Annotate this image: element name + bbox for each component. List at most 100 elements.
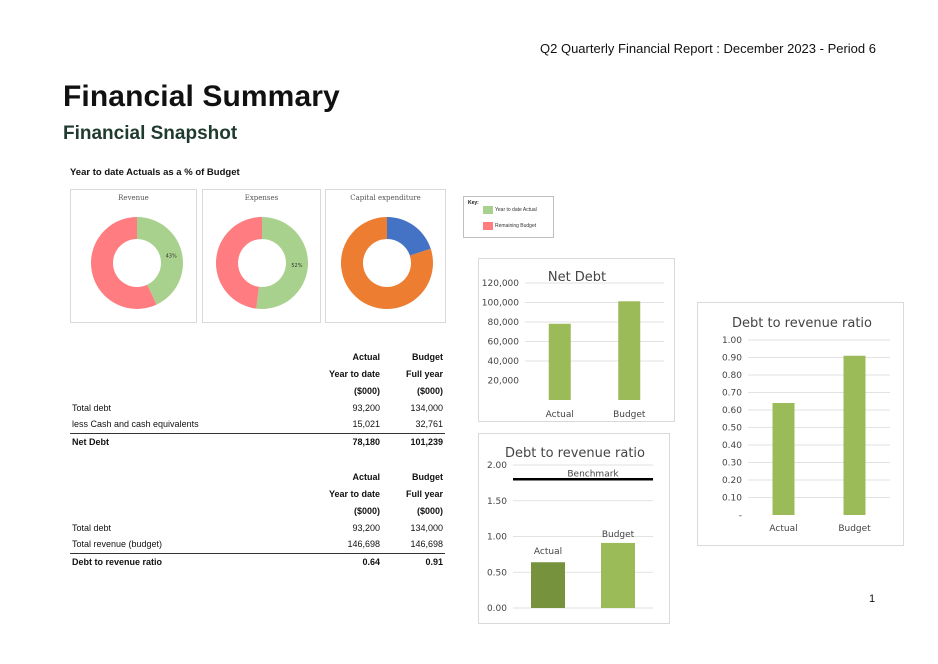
key-title: Key: bbox=[468, 200, 479, 206]
y-tick-label: 40,000 bbox=[488, 357, 520, 367]
col-header: Budget bbox=[412, 471, 443, 482]
table-header-row: Year to date Full year bbox=[70, 485, 445, 502]
donut-slice-actual bbox=[256, 217, 308, 309]
table-header-row: Actual Budget bbox=[70, 348, 445, 365]
donut-panel-revenue: Revenue 43% bbox=[70, 189, 197, 323]
debt-revenue-benchmark-chart-panel: Debt to revenue ratio 0.00 0.50 1.00 1.50 2.0… bbox=[478, 433, 670, 624]
donut-panel-capex: Capital expenditure bbox=[325, 189, 446, 323]
row-label: Total debt bbox=[72, 402, 112, 413]
row-budget: 32,761 bbox=[415, 419, 443, 430]
page-title: Financial Summary bbox=[63, 80, 340, 113]
bar-actual bbox=[772, 403, 795, 515]
y-tick-label: 1.50 bbox=[487, 497, 507, 507]
y-tick-label: 0.10 bbox=[722, 494, 742, 504]
bar-actual bbox=[531, 562, 565, 608]
total-label: Net Debt bbox=[70, 432, 315, 450]
donut-data-label: 43% bbox=[166, 253, 177, 259]
col-header: Budget bbox=[412, 351, 443, 362]
y-tick-label: 0.30 bbox=[722, 459, 742, 469]
category-label: Actual bbox=[546, 410, 574, 420]
table-header-row: Actual Budget bbox=[70, 468, 445, 485]
table-header-row: Year to date Full year bbox=[70, 365, 445, 382]
net-debt-chart-panel: Net Debt 20,000 40,000 60,000 80,000 100,000 1… bbox=[478, 258, 675, 422]
chart-title: Net Debt bbox=[548, 270, 606, 285]
donut-chart-revenue: 43% bbox=[91, 217, 183, 309]
debt-revenue-benchmark-chart: Debt to revenue ratio 0.00 0.50 1.00 1.50 2.0… bbox=[487, 446, 653, 614]
col-header: Full year bbox=[405, 488, 443, 499]
y-tick-label: 0.20 bbox=[722, 476, 742, 486]
donut-data-label: 52% bbox=[291, 263, 302, 269]
table-total-row: Debt to revenue ratio 0.64 0.91 bbox=[70, 552, 445, 570]
section-title: Financial Snapshot bbox=[63, 123, 238, 144]
col-header: Full year bbox=[405, 368, 443, 379]
bar-budget bbox=[843, 355, 866, 515]
table-header-row: ($000) ($000) bbox=[70, 502, 445, 519]
y-tick-label: 60,000 bbox=[488, 338, 520, 348]
category-label: Actual bbox=[534, 547, 562, 557]
bar-actual bbox=[548, 323, 571, 400]
debt-revenue-table: Actual Budget Year to date Full year ($0… bbox=[70, 468, 445, 570]
category-label: Budget bbox=[602, 530, 635, 540]
row-label: Total debt bbox=[72, 522, 112, 533]
total-label: Debt to revenue ratio bbox=[70, 552, 315, 570]
y-tick-label: - bbox=[739, 511, 742, 521]
category-label: Budget bbox=[838, 524, 871, 534]
table-row: Total revenue (budget) 146,698 146,698 bbox=[70, 536, 445, 553]
col-header: ($000) bbox=[416, 505, 443, 516]
donut-title: Revenue bbox=[118, 194, 149, 202]
col-header: Actual bbox=[352, 351, 380, 362]
col-header: Actual bbox=[352, 471, 380, 482]
y-tick-label: 0.50 bbox=[487, 568, 507, 578]
chart-title: Debt to revenue ratio bbox=[732, 316, 872, 331]
table-row: less Cash and cash equivalents 15,021 32… bbox=[70, 416, 445, 433]
y-tick-label: 0.90 bbox=[722, 354, 742, 364]
donut-slice-actual bbox=[137, 217, 183, 305]
bar-budget bbox=[601, 542, 635, 608]
category-label: Actual bbox=[769, 524, 797, 534]
col-header: ($000) bbox=[353, 505, 380, 516]
y-tick-label: 100,000 bbox=[482, 299, 519, 309]
row-budget: 134,000 bbox=[410, 522, 443, 533]
col-header: Year to date bbox=[328, 368, 380, 379]
ytd-section-title: Year to date Actuals as a % of Budget bbox=[70, 167, 240, 178]
key-label: Year to date Actual bbox=[495, 207, 537, 213]
donut-chart-expenses: 52% bbox=[215, 217, 308, 309]
report-header: Q2 Quarterly Financial Report : December… bbox=[540, 41, 876, 56]
total-budget: 0.91 bbox=[380, 552, 445, 570]
table-row: Total debt 93,200 134,000 bbox=[70, 519, 445, 536]
donut-slice-remaining bbox=[215, 217, 262, 309]
row-budget: 134,000 bbox=[410, 402, 443, 413]
y-tick-label: 1.00 bbox=[487, 533, 507, 543]
benchmark-label: Benchmark bbox=[567, 469, 619, 479]
y-tick-label: 120,000 bbox=[482, 279, 519, 289]
bar-budget bbox=[618, 301, 641, 400]
key-swatch bbox=[483, 206, 493, 214]
key-swatch bbox=[483, 222, 493, 230]
y-tick-label: 0.00 bbox=[487, 604, 507, 614]
col-header: ($000) bbox=[416, 385, 443, 396]
y-tick-label: 0.40 bbox=[722, 441, 742, 451]
net-debt-chart: Net Debt 20,000 40,000 60,000 80,000 100,000 1… bbox=[482, 270, 664, 420]
table-header-row: ($000) ($000) bbox=[70, 382, 445, 399]
row-actual: 146,698 bbox=[347, 539, 380, 550]
key-item-actual: Year to date Actual bbox=[483, 206, 537, 214]
total-actual: 78,180 bbox=[315, 432, 380, 450]
page-number: 1 bbox=[869, 593, 876, 605]
donut-title: Capital expenditure bbox=[350, 194, 421, 202]
row-actual: 93,200 bbox=[352, 402, 380, 413]
debt-revenue-chart-panel: Debt to revenue ratio - 0.10 0.20 0.30 0.40 0.… bbox=[697, 302, 904, 546]
row-actual: 15,021 bbox=[352, 419, 380, 430]
col-header: ($000) bbox=[353, 385, 380, 396]
donut-slice-actual bbox=[387, 217, 431, 256]
chart-title: Debt to revenue ratio bbox=[505, 446, 645, 461]
category-label: Budget bbox=[613, 410, 646, 420]
y-tick-label: 0.70 bbox=[722, 389, 742, 399]
donut-slice-remaining bbox=[341, 217, 433, 309]
row-label: less Cash and cash equivalents bbox=[72, 419, 199, 430]
table-total-row: Net Debt 78,180 101,239 bbox=[70, 432, 445, 450]
y-tick-label: 80,000 bbox=[488, 318, 520, 328]
row-budget: 146,698 bbox=[410, 539, 443, 550]
donut-panel-expenses: Expenses 52% bbox=[202, 189, 321, 323]
y-tick-label: 20,000 bbox=[488, 377, 520, 387]
chart-key: Key: Year to date Actual Remaining Budge… bbox=[463, 196, 554, 238]
